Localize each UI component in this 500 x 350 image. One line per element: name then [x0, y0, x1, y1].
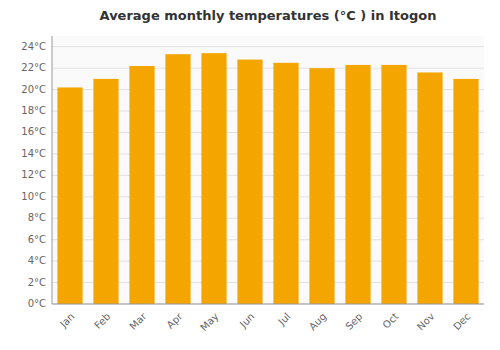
- x-tick-label: Dec: [451, 311, 472, 332]
- y-tick-label: 22°C: [21, 62, 46, 73]
- y-tick-label: 16°C: [21, 126, 46, 137]
- plot-background: [52, 36, 484, 304]
- bar: [453, 79, 478, 304]
- chart: 0°C 2°C 4°C 6°C 8°C 10°C 12°C 14°C 16°C 18°C 20°C 2…: [0, 0, 500, 350]
- x-tick-label: Aug: [307, 311, 329, 333]
- x-tick-label: Nov: [415, 311, 437, 333]
- x-tick-label: Sep: [343, 311, 364, 332]
- y-tick-label: 24°C: [21, 41, 46, 52]
- x-tick-label: Apr: [164, 310, 185, 331]
- bar: [93, 79, 118, 304]
- y-tick-labels: 0°C 2°C 4°C 6°C 8°C 10°C 12°C 14°C 16°C 18°C 20°C 2…: [21, 41, 46, 309]
- y-tick-label: 10°C: [21, 191, 46, 202]
- x-tick-label: Jul: [275, 311, 292, 328]
- x-tick-label: Jan: [57, 311, 76, 330]
- x-axis-line: [52, 304, 484, 305]
- grid-line: [52, 46, 484, 47]
- chart-container: 0°C 2°C 4°C 6°C 8°C 10°C 12°C 14°C 16°C 18°C 20°C 2…: [0, 0, 500, 350]
- bar: [57, 87, 82, 304]
- bar: [165, 54, 190, 304]
- x-tick-label: Jun: [237, 311, 257, 331]
- bar: [237, 60, 262, 304]
- y-tick-label: 20°C: [21, 84, 46, 95]
- x-tick-label: Mar: [127, 310, 149, 332]
- bar: [417, 72, 442, 304]
- x-tick-label: May: [198, 311, 220, 333]
- x-tick-labels: Jan Feb Mar Apr May Jun Jul Aug Sep Oct Nov Dec: [57, 310, 472, 333]
- bar: [345, 65, 370, 304]
- y-tick-label: 14°C: [21, 148, 46, 159]
- y-tick-label: 2°C: [28, 277, 46, 288]
- bar: [129, 66, 154, 304]
- bar: [201, 53, 226, 304]
- y-tick-label: 12°C: [21, 169, 46, 180]
- x-tick-label: Feb: [92, 311, 112, 331]
- bar: [273, 63, 298, 304]
- grid-line: [52, 304, 484, 305]
- bar: [381, 65, 406, 304]
- bar: [309, 68, 334, 304]
- y-tick-label: 6°C: [28, 234, 46, 245]
- y-tick-label: 18°C: [21, 105, 46, 116]
- y-tick-label: 4°C: [28, 255, 46, 266]
- bars: [57, 53, 478, 304]
- y-grid: [52, 47, 484, 304]
- y-axis-line: [52, 36, 53, 304]
- y-tick-label: 0°C: [28, 298, 46, 309]
- x-tick-label: Oct: [380, 311, 400, 331]
- y-tick-label: 8°C: [28, 212, 46, 223]
- grid-line: [52, 68, 484, 69]
- title: Average monthly temperatures (°C ) in It…: [100, 8, 437, 23]
